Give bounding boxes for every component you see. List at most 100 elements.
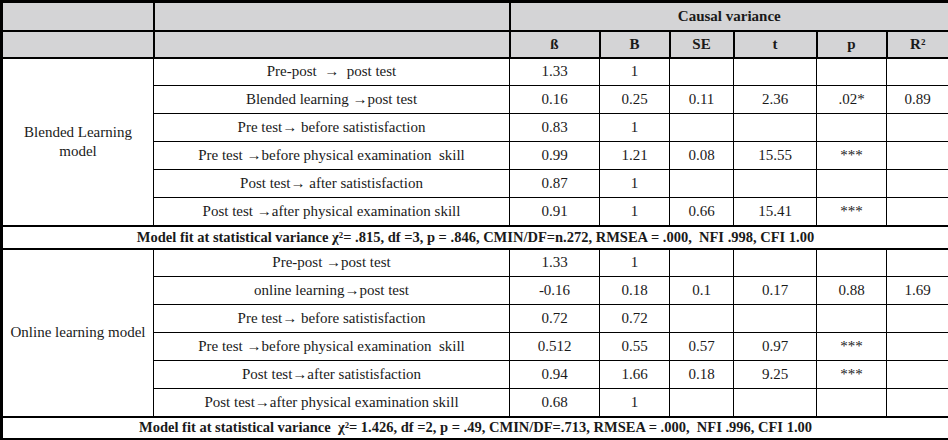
value-cell: 1.33: [510, 249, 600, 277]
value-cell: [734, 389, 817, 417]
corner-cell-path: [154, 2, 510, 31]
col-header-t: t: [734, 31, 817, 58]
causal-variance-screen: Causal variance ß B SE t p R² Blended Le…: [0, 0, 948, 440]
value-cell: 1: [600, 389, 670, 417]
value-cell: 1: [600, 249, 670, 277]
value-cell: [887, 249, 948, 277]
value-cell: [734, 249, 817, 277]
value-cell: 0.66: [670, 198, 734, 226]
value-cell: 9.25: [734, 361, 817, 389]
path-label: Blended learning →post test: [154, 86, 510, 114]
value-cell: 0.99: [510, 142, 600, 170]
value-cell: 1.69: [887, 277, 948, 305]
value-cell: 1: [600, 58, 670, 86]
value-cell: -0.16: [510, 277, 600, 305]
value-cell: 0.94: [510, 361, 600, 389]
path-label: Post test→after satistisfaction: [154, 361, 510, 389]
value-cell: [670, 170, 734, 198]
causal-variance-header: Causal variance: [510, 2, 948, 31]
value-cell: [670, 305, 734, 333]
path-label: Pre test→ before satistisfaction: [154, 305, 510, 333]
value-cell: [887, 170, 948, 198]
value-cell: 0.72: [600, 305, 670, 333]
value-cell: [887, 305, 948, 333]
model-label-online: Online learning model: [2, 249, 154, 417]
value-cell: 0.08: [670, 142, 734, 170]
value-cell: [887, 361, 948, 389]
corner-cell-path-2: [154, 31, 510, 58]
value-cell: [734, 305, 817, 333]
value-cell: 0.25: [600, 86, 670, 114]
value-cell: [887, 333, 948, 361]
value-cell: [670, 58, 734, 86]
value-cell: ***: [817, 198, 887, 226]
value-cell: 1: [600, 114, 670, 142]
value-cell: [887, 58, 948, 86]
value-cell: 0.55: [600, 333, 670, 361]
col-header-p: p: [817, 31, 887, 58]
value-cell: [817, 170, 887, 198]
header-row-columns: ß B SE t p R²: [2, 31, 948, 58]
path-label: Post test→ after satistisfaction: [154, 170, 510, 198]
value-cell: [670, 249, 734, 277]
path-label: Pre test→ before satistisfaction: [154, 114, 510, 142]
causal-variance-table: Causal variance ß B SE t p R² Blended Le…: [0, 0, 948, 440]
path-label: Pre-post → post test: [154, 58, 510, 86]
table-row: Online learning model Pre-post →post tes…: [2, 249, 948, 277]
value-cell: ***: [817, 142, 887, 170]
value-cell: 0.83: [510, 114, 600, 142]
col-header-r2: R²: [887, 31, 948, 58]
path-label: Pre test →before physical examination sk…: [154, 333, 510, 361]
path-label: online learning→post test: [154, 277, 510, 305]
value-cell: 0.11: [670, 86, 734, 114]
value-cell: 1.33: [510, 58, 600, 86]
value-cell: 0.97: [734, 333, 817, 361]
value-cell: [817, 114, 887, 142]
value-cell: 1: [600, 198, 670, 226]
value-cell: .02*: [817, 86, 887, 114]
value-cell: 0.18: [670, 361, 734, 389]
path-label: Pre test →before physical examination sk…: [154, 142, 510, 170]
value-cell: 1.21: [600, 142, 670, 170]
value-cell: 0.89: [887, 86, 948, 114]
value-cell: 0.68: [510, 389, 600, 417]
value-cell: ***: [817, 333, 887, 361]
value-cell: 0.57: [670, 333, 734, 361]
value-cell: 0.88: [817, 277, 887, 305]
model-fit-text-blended: Model fit at statistical variance χ²= .8…: [2, 226, 948, 249]
value-cell: 0.16: [510, 86, 600, 114]
col-header-beta: ß: [510, 31, 600, 58]
corner-cell-model: [2, 2, 154, 31]
value-cell: [734, 170, 817, 198]
value-cell: [734, 58, 817, 86]
value-cell: 15.55: [734, 142, 817, 170]
value-cell: 1.66: [600, 361, 670, 389]
value-cell: 0.512: [510, 333, 600, 361]
value-cell: 0.18: [600, 277, 670, 305]
value-cell: 0.72: [510, 305, 600, 333]
model-label-blended: Blended Learning model: [2, 58, 154, 226]
value-cell: 0.87: [510, 170, 600, 198]
value-cell: [817, 249, 887, 277]
value-cell: [670, 114, 734, 142]
value-cell: [734, 114, 817, 142]
value-cell: [817, 389, 887, 417]
value-cell: [887, 389, 948, 417]
value-cell: [817, 58, 887, 86]
table-row: Blended Learning model Pre-post → post t…: [2, 58, 948, 86]
path-label: Post test →after physical examination sk…: [154, 198, 510, 226]
value-cell: 15.41: [734, 198, 817, 226]
value-cell: [887, 198, 948, 226]
model-fit-text-online: Model fit at statistical variance χ²= 1.…: [2, 417, 948, 440]
corner-cell-model-2: [2, 31, 154, 58]
value-cell: [887, 142, 948, 170]
value-cell: 0.1: [670, 277, 734, 305]
path-label: Pre-post →post test: [154, 249, 510, 277]
value-cell: 2.36: [734, 86, 817, 114]
value-cell: 0.91: [510, 198, 600, 226]
value-cell: 1: [600, 170, 670, 198]
value-cell: [817, 305, 887, 333]
col-header-b: B: [600, 31, 670, 58]
value-cell: ***: [817, 361, 887, 389]
model-fit-row: Model fit at statistical variance χ²= 1.…: [2, 417, 948, 440]
